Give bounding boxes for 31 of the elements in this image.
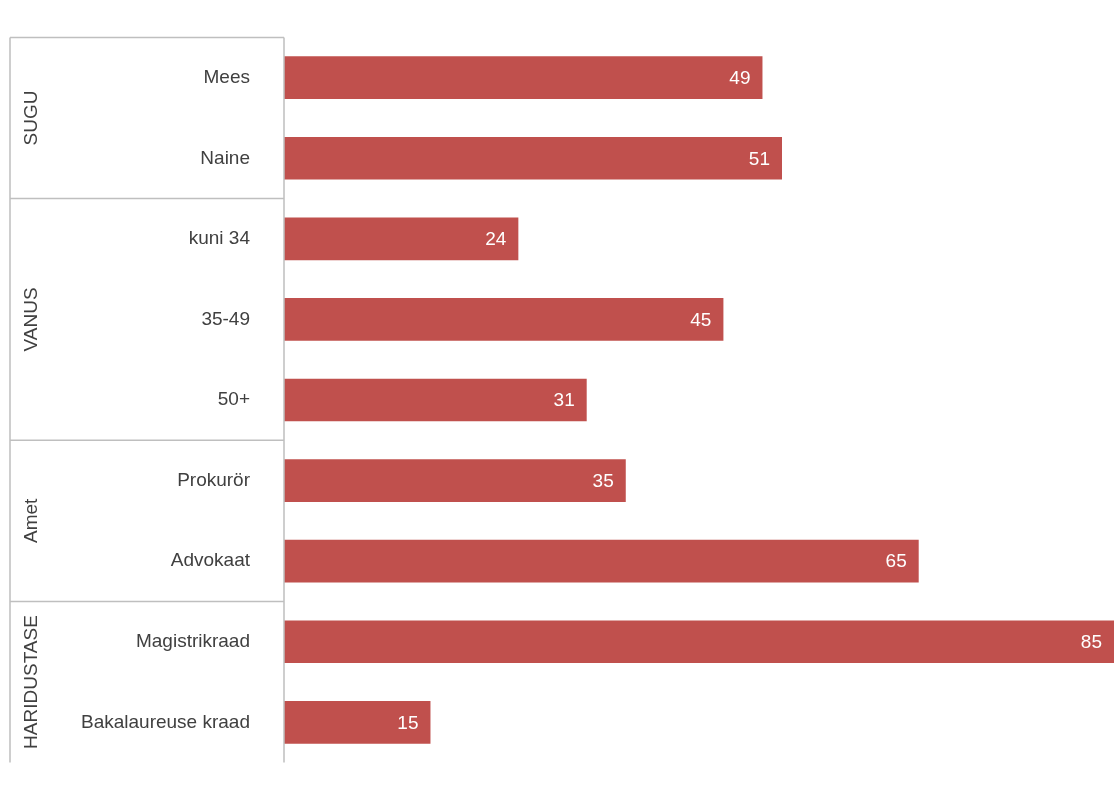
y-tick-label: Bakalaureuse kraad <box>81 710 250 732</box>
bar <box>284 539 919 583</box>
text: VANUS <box>20 287 42 352</box>
y-tick-label: Magistrikraad <box>135 629 250 651</box>
bar <box>284 298 724 341</box>
bar <box>284 620 1114 664</box>
data-label: 49 <box>729 66 751 88</box>
data-label: 31 <box>553 389 575 411</box>
bar <box>284 378 587 422</box>
data-label: 45 <box>690 308 712 330</box>
data-label: 35 <box>592 469 614 491</box>
text: HARIDUSTASE <box>20 615 42 749</box>
bar <box>284 459 626 502</box>
bar <box>284 700 431 744</box>
y-tick-label: 50+ <box>217 388 250 410</box>
data-label: 65 <box>885 550 907 572</box>
data-label: 51 <box>748 147 770 169</box>
bar <box>284 136 782 180</box>
y-tick-label: Naine <box>200 146 250 168</box>
text: Amet <box>20 497 42 544</box>
bar <box>284 56 763 100</box>
data-label: 15 <box>397 711 419 733</box>
y-tick-label: Prokurör <box>177 468 251 490</box>
data-label: 24 <box>485 228 507 250</box>
y-tick-label: Mees <box>203 65 250 87</box>
y-tick-label: Advokaat <box>170 549 251 571</box>
text: SUGU <box>20 90 42 146</box>
bar <box>284 217 519 261</box>
y-tick-label: kuni 34 <box>188 227 251 249</box>
data-label: 85 <box>1080 630 1102 652</box>
y-tick-label: 35-49 <box>201 307 250 329</box>
